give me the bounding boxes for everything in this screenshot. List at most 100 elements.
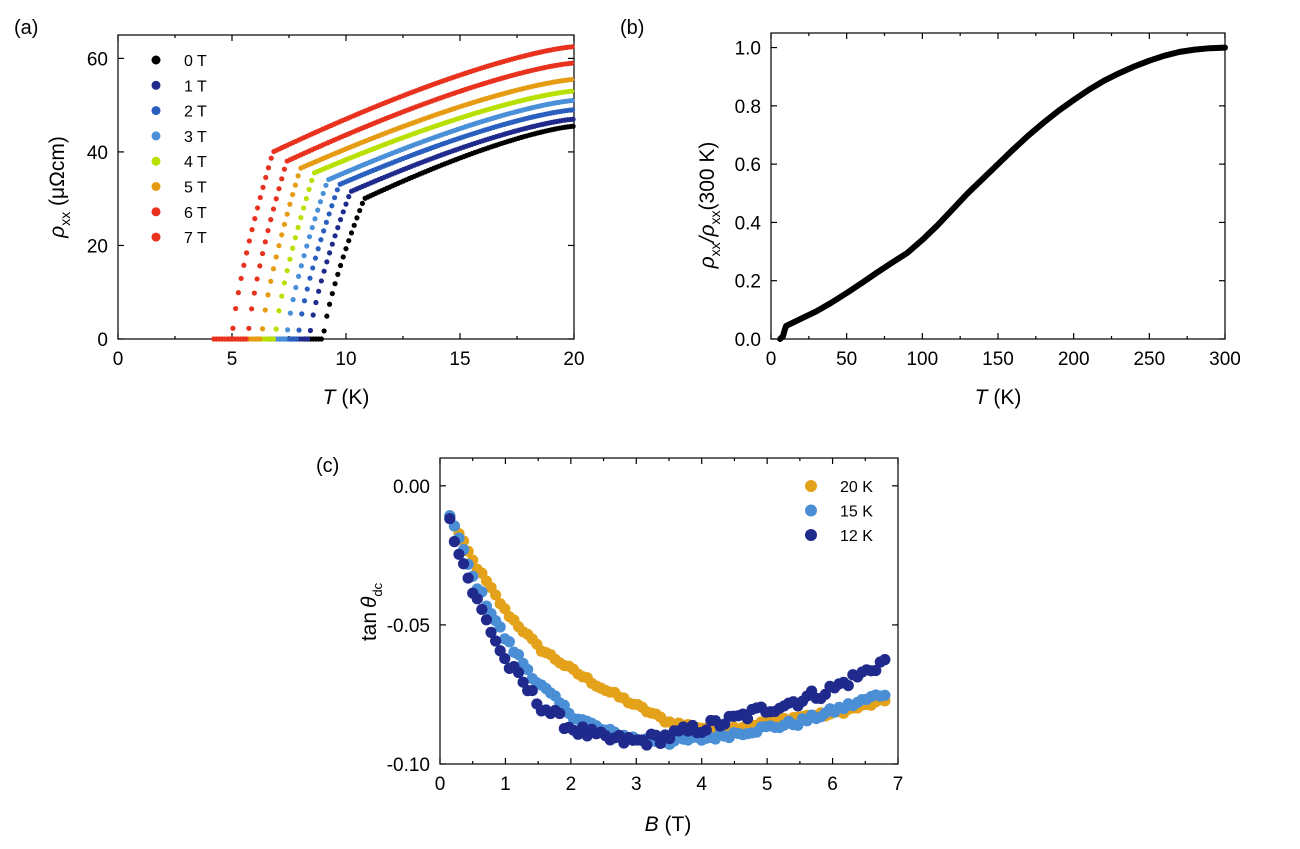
panel-b: (b) 0 50 100 150 200 250 300 0.0 0.2 0.4 0.6 0.8 1.0… bbox=[620, 17, 1241, 409]
data-point bbox=[448, 536, 460, 548]
legend-label: 7 T bbox=[184, 230, 207, 247]
x-tick-label: 7 bbox=[893, 774, 904, 795]
x-tick-label: 50 bbox=[836, 349, 857, 370]
data-point bbox=[279, 176, 285, 182]
data-point bbox=[337, 217, 344, 223]
x-tick-label: 100 bbox=[906, 349, 938, 370]
panel-b-data bbox=[777, 44, 1228, 342]
data-point bbox=[292, 235, 298, 241]
data-point bbox=[227, 336, 233, 342]
data-point bbox=[471, 593, 483, 605]
data-point bbox=[304, 286, 310, 292]
data-point bbox=[281, 221, 288, 227]
data-point bbox=[329, 290, 335, 297]
panel-c-ylabel-sym: θ bbox=[358, 596, 381, 608]
data-point bbox=[235, 290, 241, 296]
data-point bbox=[257, 194, 263, 201]
data-point bbox=[357, 207, 363, 214]
data-point bbox=[490, 589, 502, 601]
panel-c-xlabel-unit: (T) bbox=[659, 813, 692, 836]
panel-b-label: (b) bbox=[620, 17, 644, 39]
x-tick-label: 2 bbox=[566, 774, 577, 795]
data-point bbox=[654, 737, 667, 750]
data-point bbox=[254, 205, 261, 211]
data-point bbox=[230, 325, 236, 331]
panel-c-xlabel-sym: B bbox=[645, 813, 659, 836]
data-point bbox=[641, 739, 653, 751]
data-point bbox=[309, 224, 315, 231]
x-tick-label: 4 bbox=[696, 774, 707, 795]
x-tick-label: 250 bbox=[1133, 349, 1165, 370]
data-point bbox=[251, 290, 257, 296]
data-point bbox=[324, 313, 330, 319]
panel-a-ticks: 0 5 10 15 20 0 20 40 60 bbox=[87, 35, 585, 370]
data-point bbox=[522, 663, 534, 676]
data-point bbox=[346, 194, 352, 200]
data-point bbox=[457, 558, 470, 570]
data-point bbox=[318, 237, 324, 243]
data-point bbox=[306, 186, 312, 192]
panel-b-frame bbox=[770, 32, 1226, 340]
panel-c: (c) 0 1 2 3 4 5 6 70.00-0.05-0.10 20 K15 K12 K … bbox=[316, 455, 903, 836]
resistivity-curve bbox=[777, 44, 1228, 342]
series-7-T bbox=[211, 44, 575, 342]
data-point bbox=[307, 327, 314, 334]
y-tick-label: 1.0 bbox=[735, 39, 761, 60]
y-tick-label: 0.8 bbox=[735, 97, 761, 118]
y-tick-label: 0.2 bbox=[735, 272, 761, 293]
data-point bbox=[569, 88, 575, 94]
data-point bbox=[569, 44, 575, 50]
data-point bbox=[569, 60, 575, 66]
data-point bbox=[273, 326, 279, 332]
data-point bbox=[292, 182, 298, 188]
legend-marker bbox=[151, 131, 161, 141]
data-point bbox=[313, 299, 319, 306]
data-point bbox=[306, 234, 313, 240]
data-point bbox=[276, 186, 282, 192]
data-point bbox=[290, 191, 296, 198]
series-12-K bbox=[444, 513, 891, 751]
data-point bbox=[301, 298, 308, 304]
data-point bbox=[335, 271, 341, 277]
y-tick-label: -0.05 bbox=[387, 616, 430, 637]
data-point bbox=[494, 621, 506, 633]
data-point bbox=[290, 245, 296, 251]
data-point bbox=[293, 284, 299, 291]
data-point bbox=[340, 254, 346, 260]
panel-b-xlabel: T (K) bbox=[975, 386, 1022, 409]
legend-marker bbox=[151, 182, 161, 191]
data-point bbox=[276, 308, 282, 314]
data-point bbox=[299, 311, 305, 317]
x-tick-label: 200 bbox=[1058, 349, 1090, 370]
data-point bbox=[337, 262, 344, 269]
data-point bbox=[285, 327, 291, 333]
data-point bbox=[284, 211, 290, 217]
data-point bbox=[243, 336, 249, 342]
legend-marker bbox=[151, 80, 161, 90]
data-point bbox=[485, 626, 497, 638]
series-5-T bbox=[240, 76, 575, 342]
x-tick-label: 5 bbox=[762, 774, 773, 795]
data-point bbox=[569, 76, 575, 83]
x-tick-label: 5 bbox=[227, 349, 238, 370]
data-point bbox=[517, 676, 529, 688]
panel-b-xlabel-sym: T bbox=[975, 386, 990, 409]
data-point bbox=[870, 664, 882, 677]
data-point bbox=[741, 713, 754, 725]
panel-a-ylabel-sub: xx bbox=[57, 212, 73, 226]
legend-marker bbox=[151, 232, 161, 242]
panel-b-xlabel-unit: (K) bbox=[988, 386, 1022, 409]
data-point bbox=[332, 195, 338, 201]
data-point bbox=[307, 275, 313, 281]
legend-marker bbox=[151, 156, 161, 166]
data-point bbox=[512, 666, 525, 679]
data-point bbox=[318, 336, 324, 342]
data-point bbox=[263, 174, 269, 181]
legend-marker bbox=[151, 106, 161, 116]
data-point bbox=[254, 276, 260, 282]
legend-label: 1 T bbox=[184, 78, 207, 95]
data-point bbox=[879, 654, 891, 666]
data-point bbox=[320, 190, 326, 197]
panel-a-xlabel-unit: (K) bbox=[336, 386, 370, 409]
y-tick-label: 40 bbox=[87, 143, 108, 164]
